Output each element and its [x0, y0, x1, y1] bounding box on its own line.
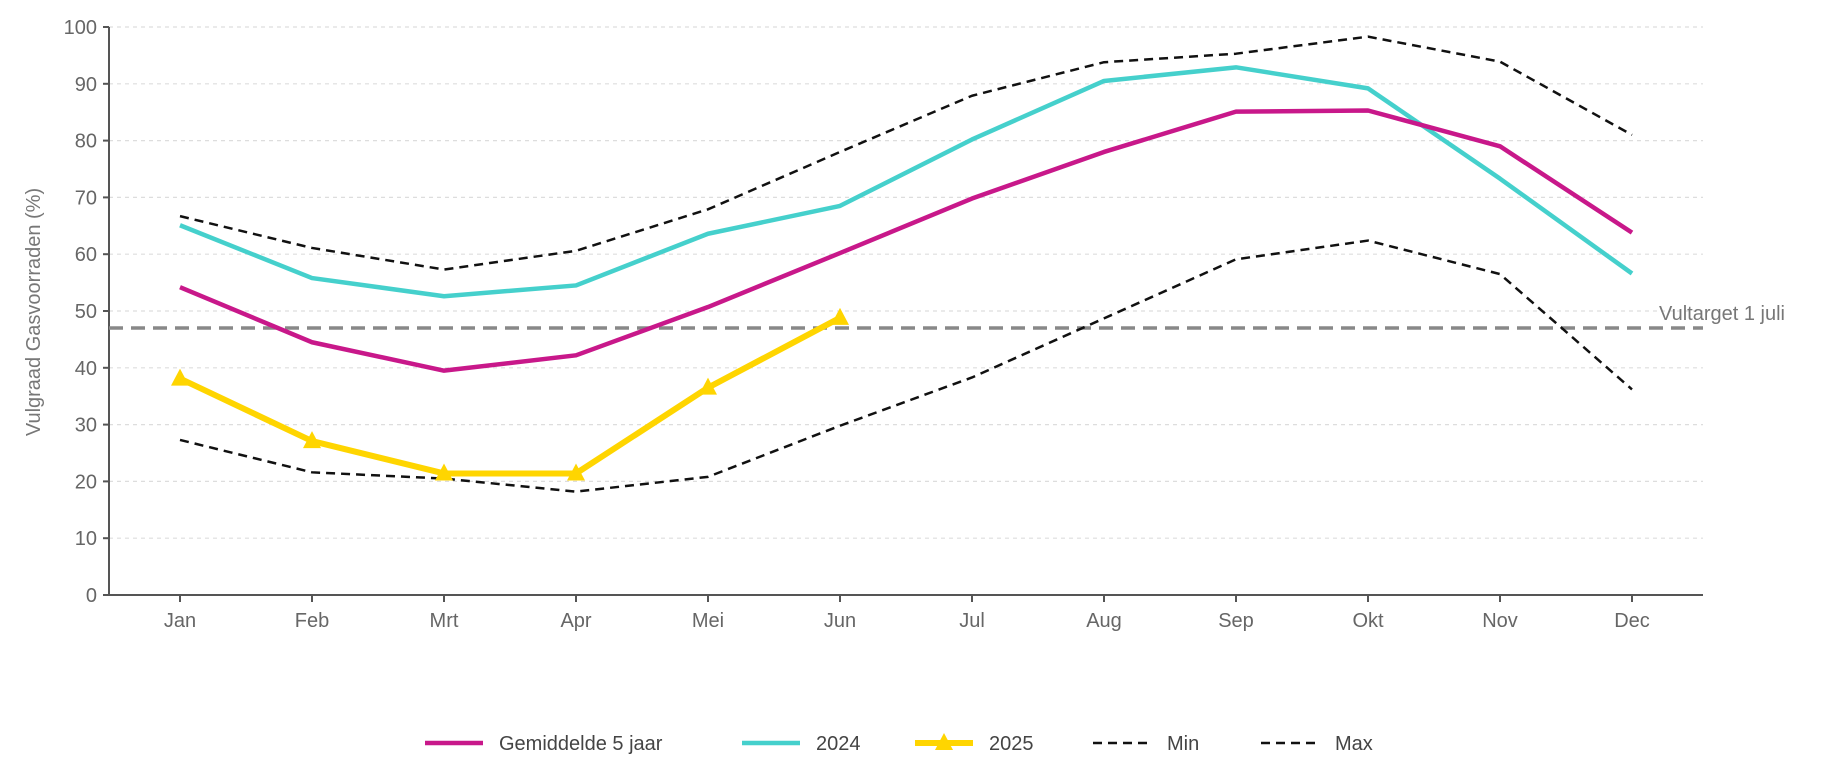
x-tick-label: Nov [1482, 610, 1518, 632]
x-tick-label: Dec [1614, 610, 1650, 632]
data-point-marker [831, 307, 849, 325]
series-line-min [179, 239, 1633, 493]
series-lines [171, 35, 1634, 493]
legend-label: 2024 [816, 733, 861, 755]
y-tick-label: 30 [75, 415, 97, 437]
y-tick-label: 20 [75, 471, 97, 493]
y-tick-label: 90 [75, 74, 97, 96]
x-tick-label: Jun [824, 610, 856, 632]
series-line-2024 [179, 65, 1634, 299]
target-label: Vultarget 1 juli [1659, 303, 1785, 325]
y-tick-label: 40 [75, 358, 97, 380]
x-tick-label: Jul [959, 610, 985, 632]
data-point-marker [567, 463, 585, 481]
target-line-group: Vultarget 1 juli [109, 303, 1785, 330]
y-tick-label: 50 [75, 301, 97, 323]
y-tick-label: 70 [75, 187, 97, 209]
data-point-marker [435, 463, 453, 481]
y-tick-label: 0 [86, 585, 97, 607]
y-axis-ticks: 0 10 20 30 40 50 60 70 80 90 100 [64, 17, 109, 607]
series-line-max [179, 35, 1633, 271]
legend-label: Gemiddelde 5 jaar [499, 733, 663, 755]
x-tick-label: Apr [560, 610, 591, 632]
y-tick-label: 60 [75, 244, 97, 266]
x-tick-label: Feb [295, 610, 329, 632]
x-tick-label: Sep [1218, 610, 1254, 632]
y-tick-label: 100 [64, 17, 97, 39]
gridlines [109, 26, 1703, 539]
x-tick-label: Mrt [430, 610, 459, 632]
y-tick-label: 10 [75, 528, 97, 550]
legend-label: Max [1335, 733, 1373, 755]
legend-label: Min [1167, 733, 1199, 755]
data-point-marker [303, 431, 321, 449]
x-tick-label: Okt [1352, 610, 1384, 632]
x-tick-label: Aug [1086, 610, 1122, 632]
series-line-gemiddelde-5-jaar [179, 108, 1634, 373]
series-line-2025 [178, 315, 842, 477]
legend-label: 2025 [989, 733, 1034, 755]
legend: Gemiddelde 5 jaar 2024 2025 Min Max [425, 733, 1373, 755]
y-tick-label: 80 [75, 131, 97, 153]
data-point-marker [699, 377, 717, 395]
x-axis-ticks: Jan Feb Mrt Apr Mei Jun Jul Aug Sep Okt Nov Dec [164, 595, 1650, 632]
legend-marker-triangle-icon [935, 733, 953, 750]
data-point-marker [171, 368, 189, 386]
x-tick-label: Mei [692, 610, 724, 632]
x-tick-label: Jan [164, 610, 196, 632]
y-axis-label: Vulgraad Gasvoorraden (%) [23, 188, 45, 436]
